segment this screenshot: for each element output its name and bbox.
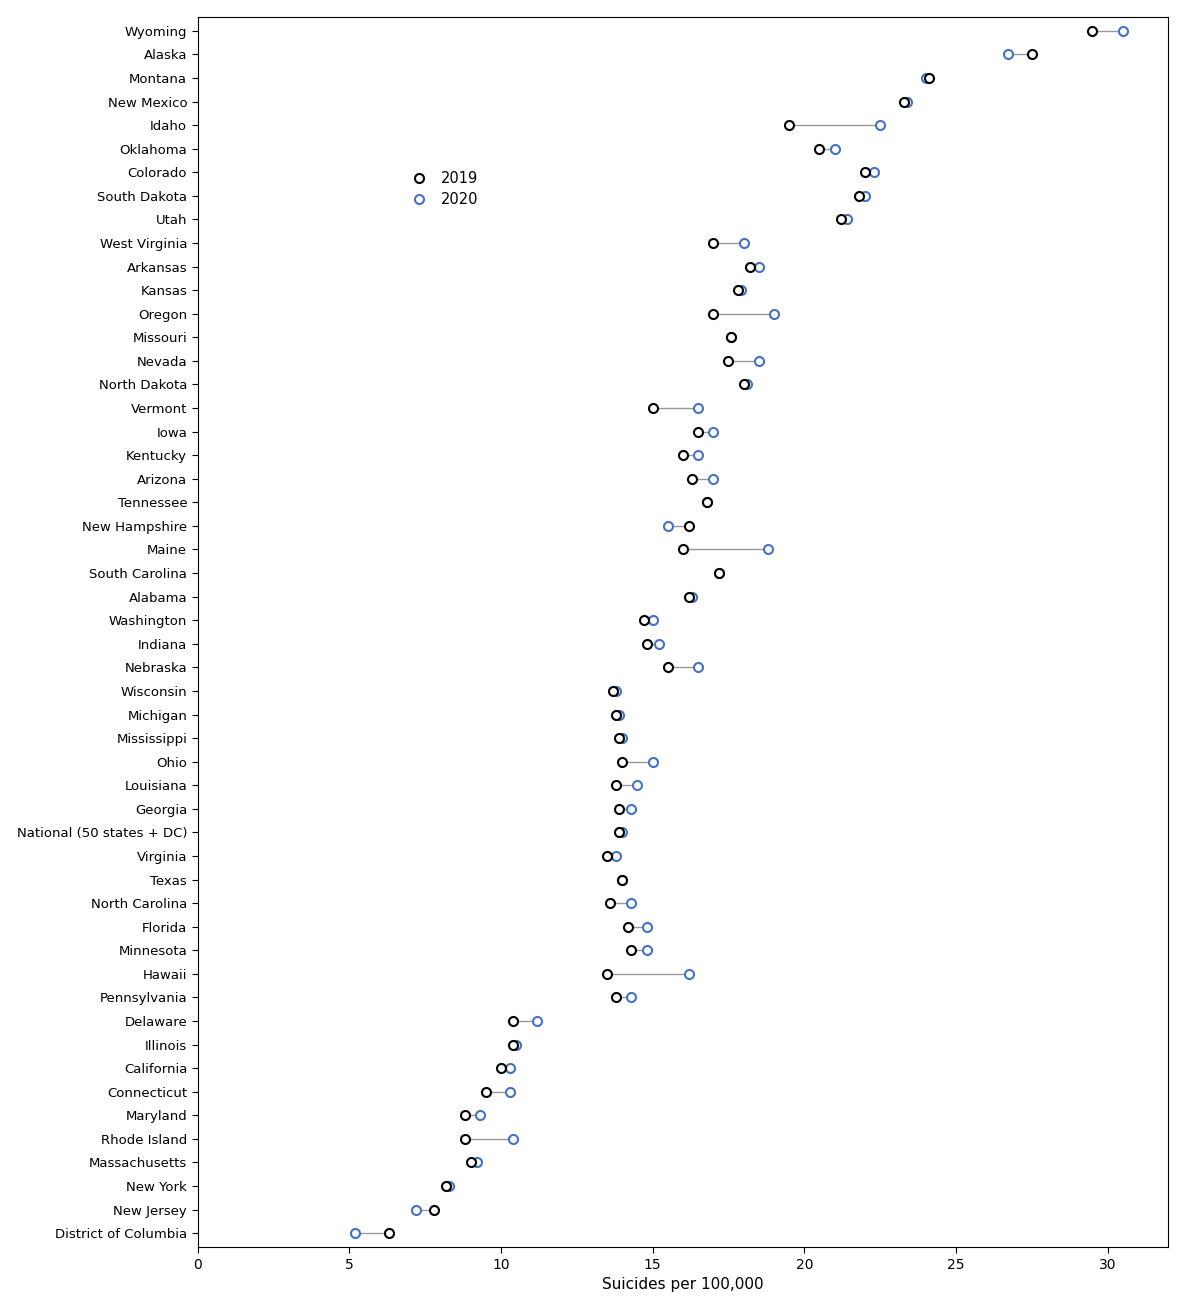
Legend: 2019, 2020: 2019, 2020	[399, 165, 485, 213]
X-axis label: Suicides per 100,000: Suicides per 100,000	[602, 1278, 764, 1292]
